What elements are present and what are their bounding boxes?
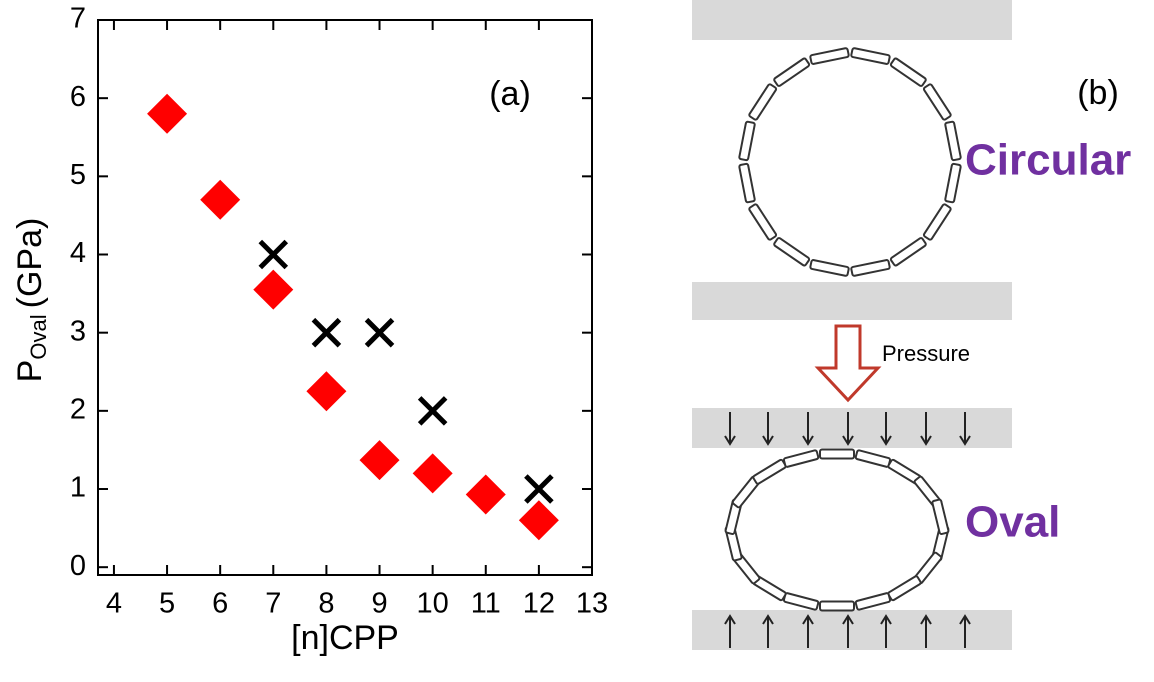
diamond-point <box>412 453 453 494</box>
ring-segment <box>773 57 811 87</box>
y-tick-label: 0 <box>70 550 86 582</box>
x-tick-label: 8 <box>318 588 334 620</box>
force-arrow <box>762 412 774 446</box>
ring-segment <box>809 47 850 65</box>
ring-segment <box>850 47 891 65</box>
ring-segment <box>850 259 891 277</box>
force-arrow <box>762 614 774 648</box>
ring-segment <box>752 458 787 485</box>
pressure-arrow <box>814 324 882 403</box>
x-tick-label: 13 <box>576 588 608 620</box>
oval-label: Oval <box>965 498 1060 547</box>
force-arrow <box>724 614 736 648</box>
ring-segment <box>819 600 855 612</box>
ring-segment <box>887 575 922 602</box>
force-arrow <box>842 614 854 648</box>
panel-label: (b) <box>1077 74 1119 112</box>
x-tick-label: 7 <box>265 588 281 620</box>
ring-segment <box>854 592 892 611</box>
force-arrow <box>802 412 814 446</box>
force-arrow <box>880 412 892 446</box>
x-axis-label: [n]CPP <box>291 619 399 657</box>
y-tick-label: 2 <box>70 394 86 426</box>
force-arrow <box>959 412 971 446</box>
force-arrow <box>920 614 932 648</box>
cross-point <box>417 396 448 426</box>
cross-point <box>311 317 342 348</box>
cross-point <box>258 239 289 270</box>
pressure-label: Pressure <box>882 341 970 366</box>
ring-segment <box>889 57 927 87</box>
plot-frame <box>97 19 593 576</box>
ring-segment <box>922 203 952 241</box>
y-tick-label: 4 <box>70 237 86 269</box>
ring-segment <box>931 498 950 535</box>
x-tick-label: 10 <box>417 588 449 620</box>
force-arrow <box>802 614 814 648</box>
x-tick-label: 11 <box>471 588 501 620</box>
x-tick-label: 4 <box>106 588 122 620</box>
diamond-point <box>306 371 347 412</box>
ring-segment <box>944 120 962 162</box>
y-tick-label: 7 <box>70 3 86 35</box>
y-tick-label: 5 <box>70 159 86 191</box>
y-tick-label: 6 <box>70 81 86 113</box>
plate <box>692 610 1012 650</box>
panel-label: (a) <box>489 75 531 113</box>
diamond-point <box>465 474 506 515</box>
ring-segment <box>854 449 892 468</box>
ring-segment <box>738 162 756 204</box>
force-arrow <box>959 614 971 648</box>
ring-segment <box>748 203 778 241</box>
plate <box>692 0 1012 40</box>
ring-segment <box>748 83 778 121</box>
x-tick-label: 6 <box>212 588 228 620</box>
plate <box>692 282 1012 320</box>
diamond-point <box>359 440 400 481</box>
ring-segment <box>944 162 962 204</box>
y-label-unit: (GPa) <box>11 218 49 309</box>
force-arrow <box>920 412 932 446</box>
x-tick-label: 5 <box>159 588 175 620</box>
diagram: Pressure (b) Circular Oval <box>692 0 1131 650</box>
ring-segment <box>889 237 927 267</box>
force-arrow <box>880 614 892 648</box>
y-tick-label: 1 <box>70 472 86 504</box>
cross-point <box>524 474 554 504</box>
diamond-point <box>147 93 188 134</box>
y-axis-label: POval (GPa) <box>11 218 51 383</box>
y-label-main: P <box>11 360 49 383</box>
diamond-point <box>518 500 559 541</box>
ring-segment <box>809 259 850 277</box>
plate <box>692 408 1012 448</box>
force-arrow <box>724 412 736 446</box>
circular-label: Circular <box>965 136 1131 185</box>
ring-segment <box>782 449 820 468</box>
ring-segment <box>819 448 855 460</box>
x-tick-label: 9 <box>371 588 387 620</box>
diamond-point <box>200 179 241 220</box>
ring-segment <box>773 237 811 267</box>
diamond-point <box>253 269 294 310</box>
force-arrow <box>842 412 854 446</box>
cross-point <box>364 317 395 348</box>
x-tick-label: 12 <box>523 588 555 620</box>
ring-segment <box>922 83 952 121</box>
y-tick-label: 3 <box>70 315 86 347</box>
ring-segment <box>738 120 756 162</box>
y-label-sub: Oval <box>26 314 51 359</box>
ring-segment <box>782 592 820 611</box>
